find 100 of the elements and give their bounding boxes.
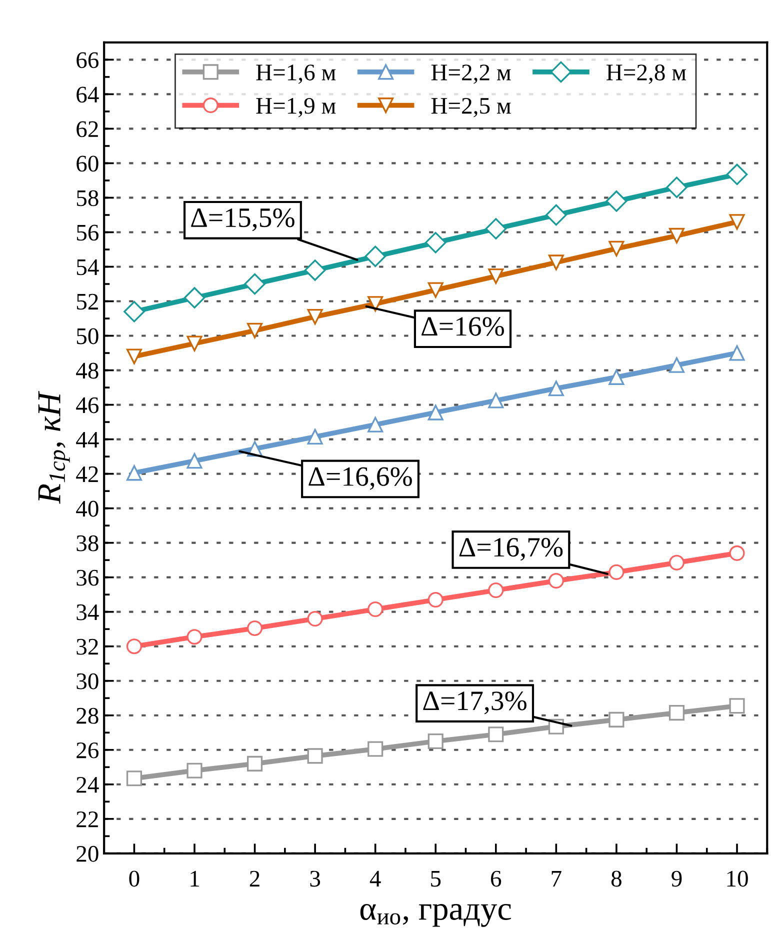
point — [244, 273, 266, 295]
point — [668, 705, 685, 721]
x-tick-label: 6 — [491, 870, 502, 887]
point — [368, 741, 384, 757]
y-tick-label: 66 — [76, 52, 99, 68]
point — [184, 287, 206, 308]
point — [247, 620, 263, 636]
y-tick-label: 48 — [76, 362, 98, 379]
annotation: Δ=15,5% — [191, 208, 294, 232]
point — [428, 733, 444, 750]
point — [428, 404, 444, 420]
point — [304, 260, 326, 281]
point — [608, 712, 624, 728]
point — [485, 218, 507, 240]
y-tick-label: 56 — [76, 224, 99, 241]
x-axis-title: α$_{ио}$, градус — [360, 904, 511, 927]
point — [186, 762, 202, 778]
x-tick-label: 10 — [727, 870, 748, 887]
y-axis-title: R$_{1ср}$, кН — [38, 390, 70, 504]
y-tick-label: 58 — [76, 190, 98, 206]
y-tick-label: 50 — [76, 328, 98, 344]
legend-label: H=2,5 м — [431, 98, 511, 118]
point — [368, 601, 384, 618]
point — [668, 554, 685, 570]
y-tick-label: 60 — [76, 156, 98, 172]
point — [488, 392, 504, 408]
point — [424, 232, 446, 254]
point — [608, 240, 624, 256]
y-tick-label: 20 — [76, 846, 98, 862]
point — [488, 726, 504, 742]
point — [548, 573, 564, 589]
point — [726, 164, 748, 186]
x-tick-label: 0 — [129, 870, 140, 887]
point — [368, 296, 384, 312]
y-tick-label: 38 — [76, 535, 98, 552]
point — [488, 582, 504, 598]
y-tick-label: 46 — [76, 397, 99, 414]
y-tick-label: 22 — [76, 811, 98, 828]
point — [186, 629, 202, 645]
y-tick-label: 52 — [76, 294, 98, 310]
point — [729, 214, 745, 230]
point — [546, 204, 567, 226]
y-tick-label: 24 — [76, 776, 99, 793]
y-tick-label: 32 — [76, 638, 98, 655]
annotation: Δ=16,6% — [308, 467, 412, 490]
point — [126, 770, 142, 786]
y-tick-label: 34 — [76, 604, 99, 620]
point — [608, 564, 624, 580]
point — [608, 369, 624, 385]
x-tick-label: 8 — [611, 870, 622, 887]
y-tick-label: 26 — [76, 742, 99, 758]
annotation: Δ=16% — [422, 317, 504, 336]
point — [729, 698, 745, 714]
y-tick-label: 54 — [76, 259, 99, 276]
x-tick-label: 2 — [250, 870, 260, 886]
y-tick-label: 28 — [76, 708, 98, 724]
point — [307, 748, 323, 764]
point — [488, 268, 504, 284]
legend-label: H=1,9 м — [256, 98, 336, 118]
point — [307, 610, 323, 627]
annotation: Δ=17,3% — [423, 692, 526, 714]
point — [186, 336, 202, 352]
x-tick-label: 4 — [370, 870, 381, 886]
point — [307, 309, 323, 325]
y-tick-label: 36 — [76, 570, 99, 586]
y-tick-label: 40 — [76, 500, 98, 517]
x-tick-label: 9 — [672, 870, 682, 887]
x-tick-label: 1 — [190, 870, 199, 886]
y-tick-label: 30 — [76, 673, 98, 690]
point — [548, 380, 564, 396]
y-tick-label: 64 — [76, 86, 99, 103]
point — [124, 300, 145, 322]
y-tick-label: 44 — [76, 432, 99, 448]
legend-label: H=1,6 м — [256, 64, 336, 84]
x-tick-label: 5 — [431, 871, 441, 887]
point — [126, 465, 142, 481]
point — [668, 357, 685, 373]
y-tick-label: 42 — [76, 466, 98, 482]
point — [247, 322, 263, 338]
legend-label: H=2,2 м — [431, 64, 511, 84]
point — [368, 416, 384, 432]
point — [666, 176, 688, 198]
point — [364, 246, 386, 268]
point — [606, 190, 628, 212]
point — [729, 345, 745, 361]
y-tick-label: 62 — [76, 121, 98, 138]
x-tick-label: 3 — [310, 870, 320, 887]
point — [126, 348, 142, 364]
point — [668, 228, 685, 244]
x-tick-label: 7 — [552, 871, 562, 886]
legend-label: H=2,8 м — [606, 64, 686, 84]
point — [307, 428, 323, 444]
point — [247, 756, 263, 772]
annotation: Δ=16,7% — [459, 538, 563, 561]
point — [548, 254, 564, 270]
point — [729, 545, 745, 561]
point — [428, 282, 444, 298]
point — [126, 638, 142, 654]
point — [186, 453, 202, 469]
point — [428, 592, 444, 608]
